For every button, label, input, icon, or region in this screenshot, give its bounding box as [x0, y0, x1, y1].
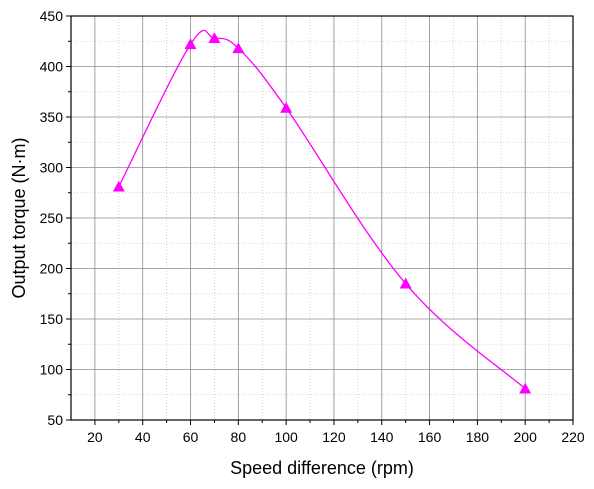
- x-tick-label: 20: [87, 429, 103, 445]
- series-line: [118, 29, 526, 390]
- data-point-marker: [519, 382, 532, 394]
- y-tick-label: 450: [40, 8, 64, 24]
- x-tick-label: 120: [322, 429, 346, 445]
- x-tick-label: 140: [370, 429, 394, 445]
- x-tick-label: 160: [418, 429, 442, 445]
- y-tick-label: 250: [40, 210, 64, 226]
- y-tick-label: 350: [40, 109, 64, 125]
- data-point-marker: [112, 180, 125, 192]
- axis-ticks: [66, 15, 574, 425]
- x-tick-label: 180: [466, 429, 490, 445]
- x-tick-labels: 20 40 60 80 100 120 140 160 180 200 220: [87, 429, 585, 445]
- y-axis-title: Output torque (N·m): [9, 137, 29, 298]
- y-tick-label: 300: [40, 160, 64, 176]
- series-markers: [112, 32, 532, 394]
- x-tick-label: 100: [274, 429, 298, 445]
- data-point-marker: [184, 38, 197, 50]
- x-axis-title: Speed difference (rpm): [230, 458, 414, 478]
- y-tick-label: 100: [40, 362, 64, 378]
- x-tick-label: 40: [135, 429, 151, 445]
- data-point-marker: [232, 42, 245, 54]
- y-tick-label: 50: [47, 412, 63, 428]
- data-point-marker: [399, 277, 412, 289]
- y-tick-label: 150: [40, 311, 64, 327]
- x-tick-label: 80: [231, 429, 247, 445]
- y-tick-labels: 50 100 150 200 250 300 350 400 450: [40, 8, 64, 428]
- y-tick-label: 400: [40, 59, 64, 75]
- y-tick-label: 200: [40, 261, 64, 277]
- data-point-marker: [280, 101, 293, 113]
- major-grid: [71, 16, 573, 420]
- x-tick-label: 60: [183, 429, 199, 445]
- x-tick-label: 200: [514, 429, 538, 445]
- x-tick-label: 220: [561, 429, 585, 445]
- data-point-marker: [208, 32, 221, 44]
